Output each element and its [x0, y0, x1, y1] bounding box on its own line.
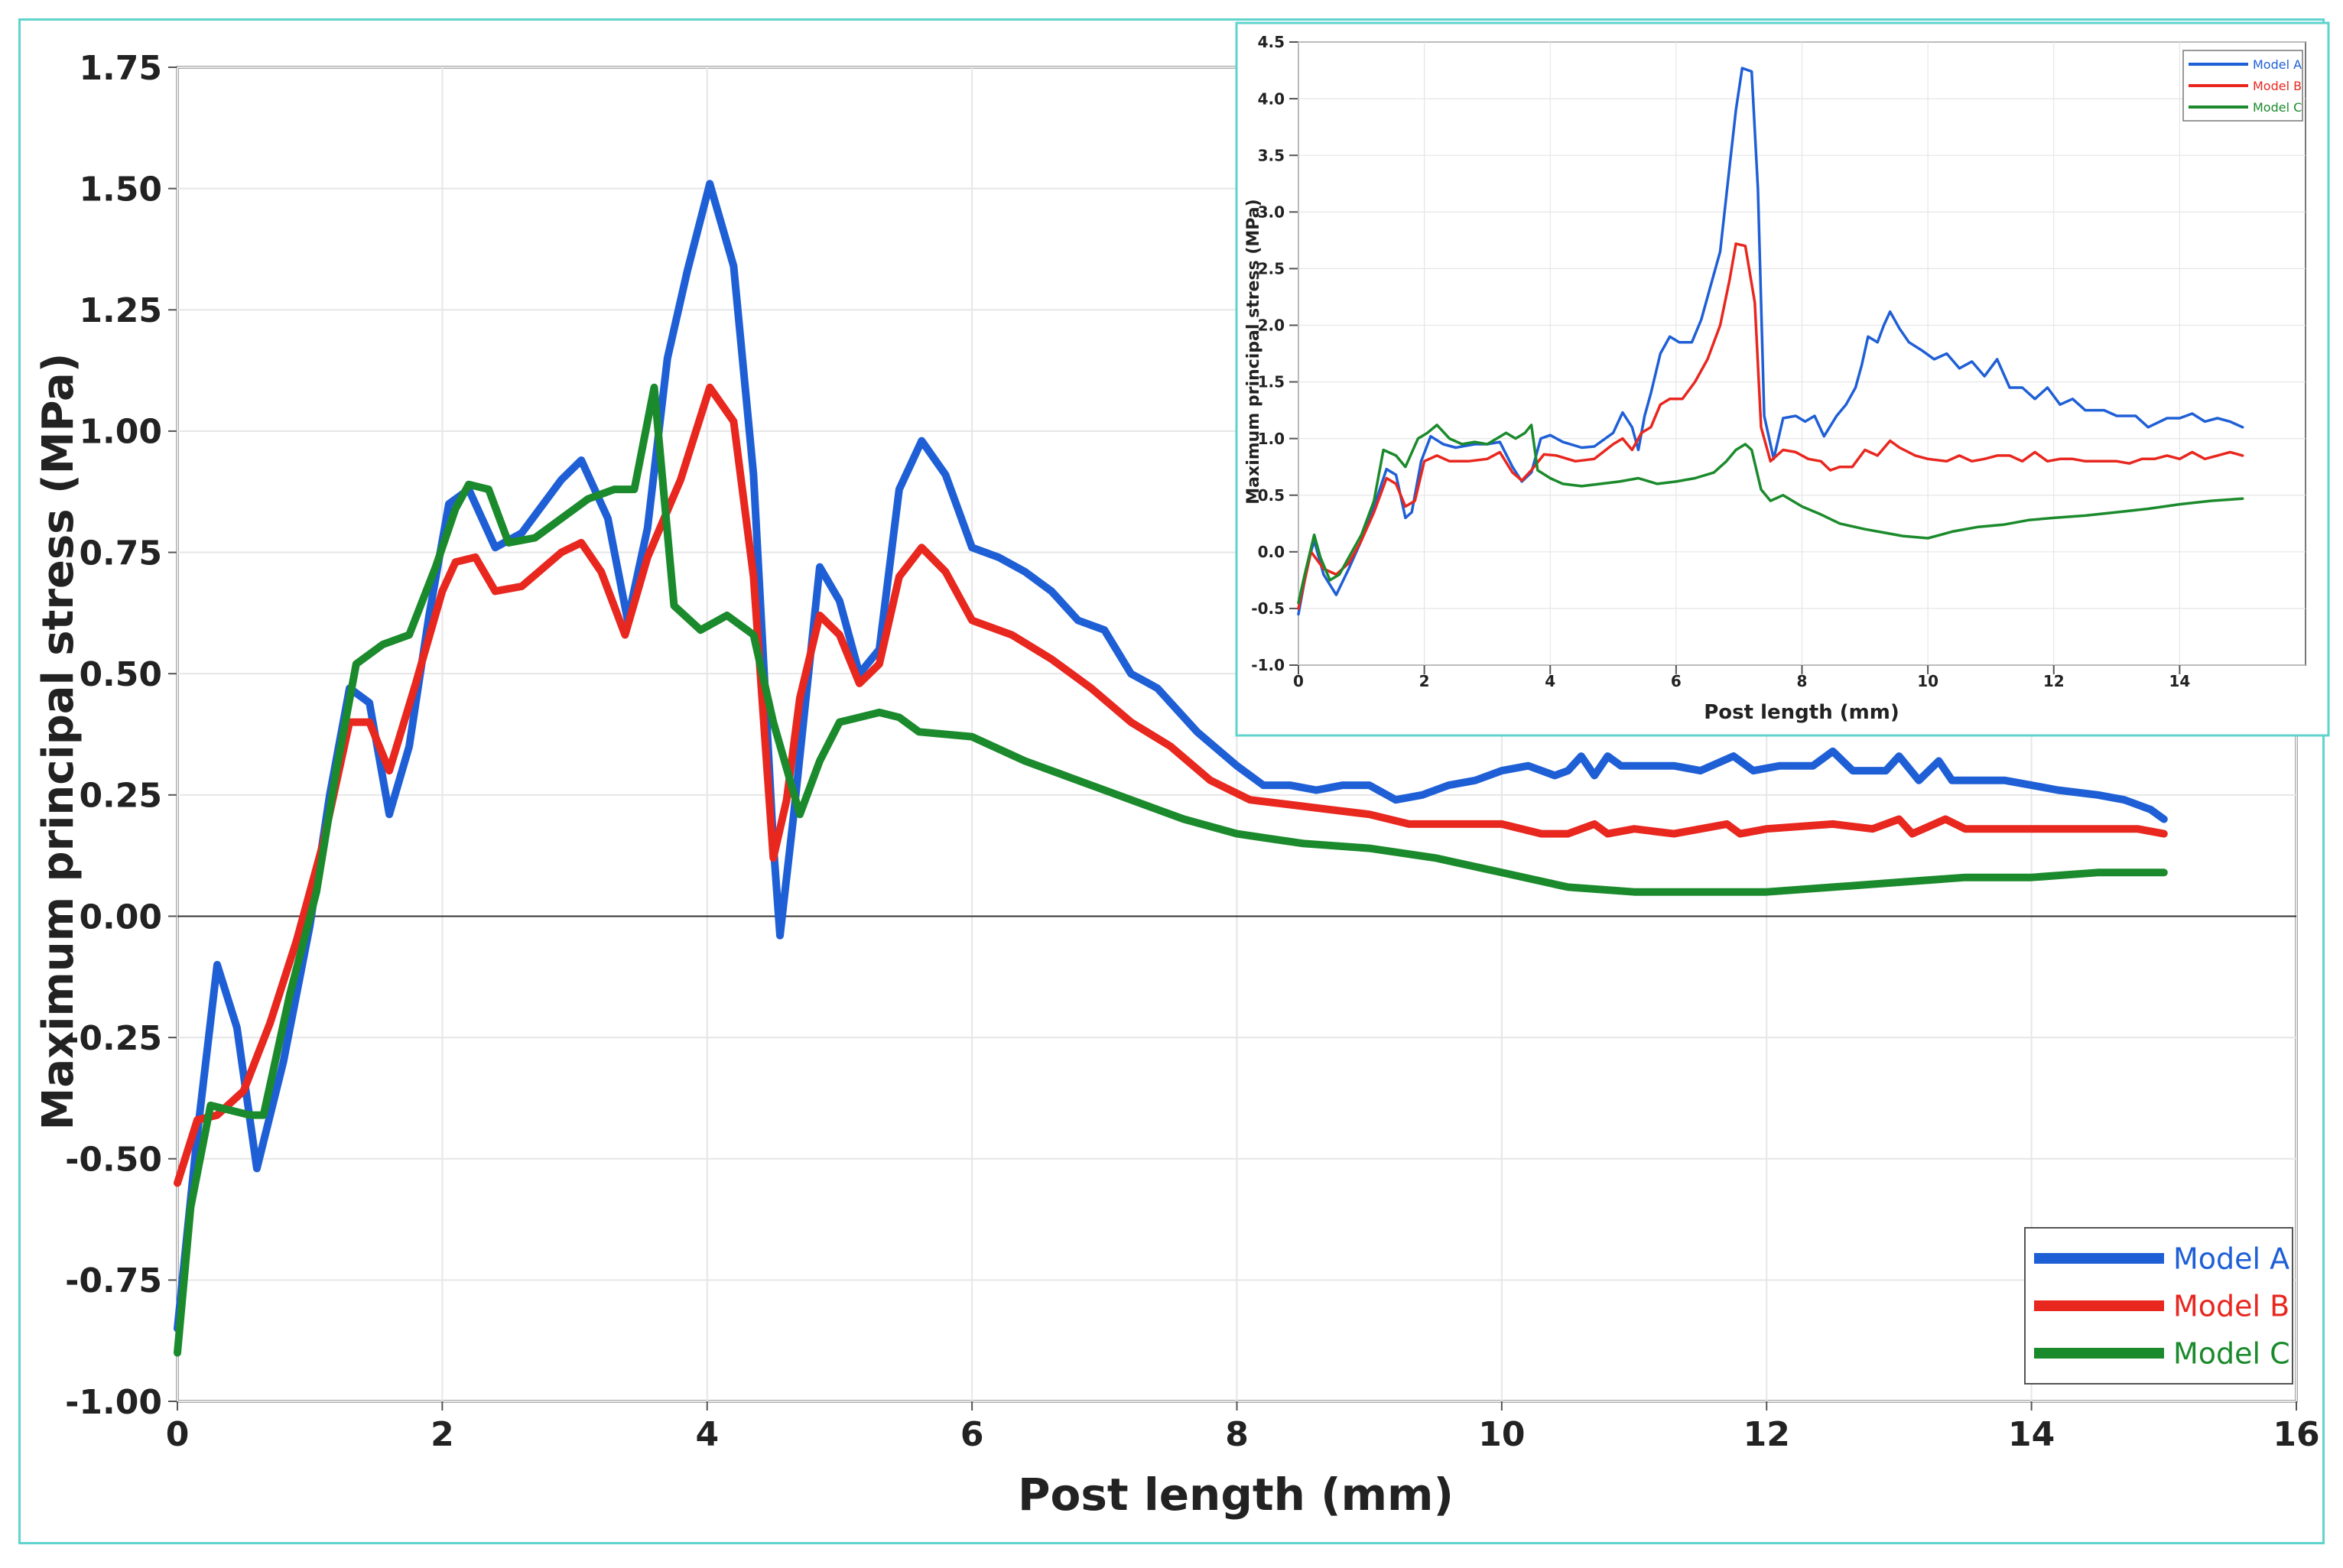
x-tick-label: 6 — [1671, 672, 1682, 690]
x-tick-label: 10 — [1917, 672, 1938, 690]
y-tick-label: -0.5 — [1251, 599, 1285, 618]
legend-label: Model A — [2253, 57, 2302, 72]
inset-x-tick-labels: 0 2 4 6 8 10 12 14 — [1293, 672, 2190, 690]
x-tick-label: 12 — [2043, 672, 2065, 690]
y-tick-label: -0.50 — [65, 1141, 162, 1180]
x-tick-label: 0 — [1293, 672, 1304, 690]
y-tick-label: -0.75 — [65, 1261, 162, 1300]
y-tick-label: 0.5 — [1258, 486, 1285, 505]
y-tick-label: -1.00 — [65, 1383, 162, 1422]
y-tick-label: 1.00 — [79, 413, 162, 452]
y-tick-label: 0.50 — [79, 655, 162, 694]
series-line-model-c — [174, 383, 2168, 1357]
y-tick-label: 2.0 — [1258, 317, 1285, 335]
series-line-model-b — [1297, 242, 2244, 610]
y-tick-label: 0.0 — [1258, 543, 1285, 561]
inset-gridlines — [1289, 41, 2306, 674]
series-line-model-a — [1297, 67, 2244, 616]
legend-label: Model C — [2253, 100, 2302, 115]
x-tick-label: 10 — [1478, 1415, 1525, 1454]
x-tick-label: 0 — [166, 1415, 190, 1454]
main-series-lines — [174, 180, 2168, 1357]
legend-label: Model B — [2253, 79, 2302, 93]
y-tick-label: 3.0 — [1258, 203, 1285, 221]
y-tick-label: 0.75 — [79, 534, 162, 573]
x-tick-label: 4 — [695, 1415, 719, 1454]
legend-label: Model B — [2173, 1290, 2289, 1323]
y-tick-label: -1.0 — [1251, 656, 1285, 674]
series-line-model-b — [174, 383, 2168, 1187]
x-tick-label: 8 — [1225, 1415, 1249, 1454]
y-tick-label: 1.75 — [79, 49, 162, 88]
inset-series-lines — [1297, 67, 2244, 616]
inset-legend: Model A Model B Model C — [2182, 50, 2303, 122]
x-tick-label: 16 — [2273, 1415, 2319, 1454]
y-tick-label: 2.5 — [1258, 260, 1285, 278]
y-tick-label: 1.0 — [1258, 430, 1285, 448]
x-tick-label: 12 — [1743, 1415, 1790, 1454]
y-tick-label: -0.25 — [65, 1019, 162, 1058]
main-y-tick-labels: -1.00 -0.75 -0.50 -0.25 0.00 0.25 0.50 0.75 1.00… — [65, 49, 162, 1422]
figure-frame — [18, 18, 2325, 1544]
legend-label: Model A — [2173, 1242, 2289, 1276]
main-x-axis-title: Post length (mm) — [1018, 1469, 1454, 1521]
inset-chart: -1.0 -0.5 0.0 0.5 1.0 1.5 2.0 2.5 3.0 3.5 4.0 4.5 0… — [1235, 21, 2330, 737]
inset-y-tick-labels: -1.0 -0.5 0.0 0.5 1.0 1.5 2.0 2.5 3.0 3.5 4.0 4.5 — [1251, 33, 1285, 674]
x-tick-label: 2 — [1419, 672, 1430, 690]
y-tick-label: 4.0 — [1258, 89, 1285, 108]
legend-label: Model C — [2173, 1337, 2290, 1371]
main-legend: Model A Model B Model C — [2024, 1227, 2293, 1385]
y-tick-label: 1.5 — [1258, 373, 1285, 391]
x-tick-label: 2 — [431, 1415, 454, 1454]
y-tick-label: 0.00 — [79, 898, 162, 937]
y-tick-label: 0.25 — [79, 777, 162, 816]
x-tick-label: 4 — [1545, 672, 1555, 690]
inset-y-axis-title: Maximum principal stress (MPa) — [1244, 199, 1263, 504]
main-y-axis-title: Maximum principal stress (MPa) — [34, 353, 83, 1131]
y-tick-label: 1.25 — [79, 291, 162, 330]
y-tick-label: 3.5 — [1258, 146, 1285, 164]
inset-x-axis-title: Post length (mm) — [1704, 701, 1899, 724]
main-x-tick-labels: 0 2 4 6 8 10 12 14 16 — [166, 1415, 2320, 1454]
x-tick-label: 8 — [1797, 672, 1808, 690]
series-line-model-c — [1297, 424, 2244, 605]
y-tick-label: 4.5 — [1258, 33, 1285, 51]
series-line-model-a — [174, 180, 2168, 1333]
y-tick-label: 1.50 — [79, 170, 162, 209]
x-tick-label: 14 — [2008, 1415, 2055, 1454]
x-tick-label: 14 — [2169, 672, 2190, 690]
x-tick-label: 6 — [960, 1415, 984, 1454]
